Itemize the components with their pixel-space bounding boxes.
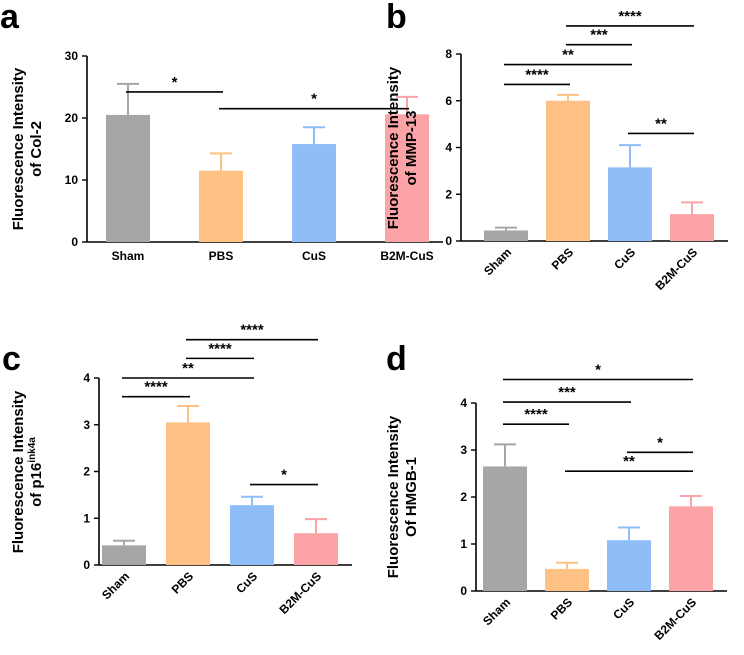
category-label: PBS [548,595,575,622]
y-tick-label: 3 [460,443,467,457]
bar-cus [230,505,274,565]
panel-letter: c [2,340,21,378]
significance-label: **** [524,406,548,423]
y-axis-label: Fluorescence Intensityof MMP-13 [385,66,420,229]
y-tick-label: 3 [83,418,90,432]
y-tick-label: 1 [460,537,467,551]
panel-b: b Fluorescence Intensityof MMP-13 0 2 4 6 8 Sha… [385,0,728,293]
bar-pbs [546,100,590,241]
bar-sham [483,466,527,591]
panel-c: c Fluorescence Intensityof p16ink4a 0 1 2 3 4 S… [2,322,352,617]
significance-label: * [172,74,178,91]
category-label: B2M-CuS [652,595,700,643]
y-axis-label: Fluorescence Intensityof Col-2 [10,67,45,230]
significance-label: ** [655,115,667,132]
y-axis-label-superscript: ink4a [27,437,38,463]
category-label: Sham [480,595,513,628]
category-label: PBS [169,569,196,596]
y-tick-label: 2 [83,465,90,479]
y-tick-label: 0 [71,235,78,249]
significance-label: **** [618,8,642,25]
bar-sham [484,230,528,241]
bar-b2m-cus [669,506,713,591]
panel-letter: b [386,0,407,36]
significance-label: **** [144,379,168,396]
significance-label: **** [240,322,264,339]
category-label: Sham [112,249,145,263]
y-tick-label: 2 [445,187,452,201]
significance-label: * [657,434,663,451]
y-tick-label: 30 [65,49,79,63]
significance-label: **** [208,340,232,357]
category-label: B2M-CuS [653,245,701,293]
bar-b2m-cus [294,533,338,565]
significance-label: ** [623,453,635,470]
y-tick-label: 0 [83,558,90,572]
significance-label: *** [590,27,608,44]
category-label: CuS [611,245,638,272]
significance-label: ** [562,47,574,64]
bar-b2m-cus [670,214,714,241]
bar-b2m-cus [385,114,429,242]
bar-cus [607,540,651,591]
y-tick-label: 1 [83,511,90,525]
y-tick-label: 10 [65,173,79,187]
bar-pbs [545,568,589,591]
y-tick-label: 20 [65,111,79,125]
significance-label: * [595,362,601,379]
bar-cus [608,167,652,241]
category-label: PBS [549,245,576,272]
y-axis-label-line1: Fluorescence Intensity [10,390,27,553]
panel-letter: a [0,0,20,36]
category-label: CuS [610,595,637,622]
y-tick-label: 4 [460,396,467,410]
y-axis-label: Fluorescence IntensityOf HMGB-1 [385,415,420,578]
y-axis-label-line1: Fluorescence Intensity [385,66,402,229]
panel-d: d Fluorescence IntensityOf HMGB-1 0 1 2 3 4 Sha… [385,340,727,643]
category-label: B2M-CuS [277,569,325,617]
y-axis-label-line2: of Col-2 [28,121,45,177]
y-tick-label: 0 [460,584,467,598]
panel-letter: d [386,340,407,378]
y-tick-label: 6 [445,94,452,108]
y-axis-label-line1: Fluorescence Intensity [10,67,27,230]
y-tick-label: 4 [83,371,90,385]
y-axis-label-line2: of p16 [28,463,45,507]
significance-label: * [311,91,317,108]
y-axis-label-line1: Fluorescence Intensity [385,415,402,578]
category-label: CuS [233,569,260,596]
bar-cus [292,144,336,242]
y-axis-label-line2: Of HMGB-1 [403,457,420,537]
y-tick-label: 4 [445,141,452,155]
y-tick-label: 8 [445,47,452,61]
y-tick-label: 2 [460,490,467,504]
y-axis-label-line2: of MMP-13 [403,111,420,186]
bar-pbs [166,422,210,565]
significance-label: ** [182,360,194,377]
category-label: Sham [481,245,514,278]
significance-label: **** [525,66,549,83]
y-tick-label: 0 [445,234,452,248]
bar-pbs [199,170,243,242]
y-axis-label: Fluorescence Intensityof p16ink4a [10,390,45,553]
category-label: Sham [99,569,132,602]
significance-label: *** [558,384,576,401]
category-label: CuS [302,249,326,263]
category-label: B2M-CuS [380,249,433,263]
significance-label: * [281,467,287,484]
bar-sham [106,114,150,242]
category-label: PBS [209,249,234,263]
bar-sham [102,545,146,565]
